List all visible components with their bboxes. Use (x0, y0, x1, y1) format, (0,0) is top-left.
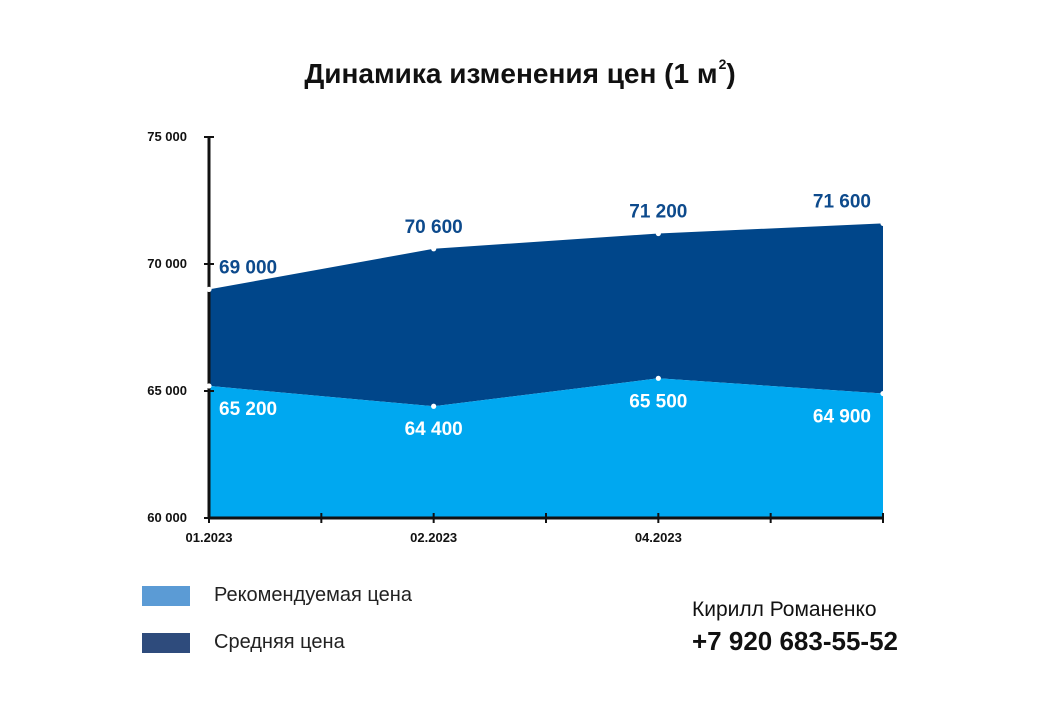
data-label-recommended: 65 500 (629, 391, 687, 412)
data-label-average: 70 600 (405, 217, 463, 238)
data-label-average: 71 200 (629, 202, 687, 223)
y-tick-label: 60 000 (147, 510, 187, 525)
legend-swatch-recommended (142, 585, 190, 606)
chart-title: Динамика изменения цен (1 м2) (0, 55, 1040, 90)
chart-areas (209, 223, 883, 518)
legend-label-recommended: Рекомендуемая цена (214, 584, 412, 606)
data-label-recommended: 64 900 (813, 407, 871, 428)
legend-item-average: Средняя цена (142, 631, 345, 654)
data-point-recommended (880, 390, 886, 397)
data-label-recommended: 65 200 (219, 399, 277, 420)
data-point-recommended (206, 383, 212, 389)
y-tick-label: 75 000 (147, 129, 187, 144)
chart-title-suffix: ) (726, 58, 736, 89)
chart-labels: 69 000 65 200 70 600 64 400 71 200 65 500 71 6… (219, 191, 871, 440)
legend-swatch-average (142, 632, 190, 653)
chart-axes: 60 000 65 000 70 000 75 000 01.2023 02.2023 04… (147, 129, 884, 545)
data-point-recommended (431, 403, 437, 409)
legend-label-average: Средняя цена (214, 631, 345, 653)
chart-title-text: Динамика изменения цен (1 м (304, 58, 718, 89)
x-tick-label: 01.2023 (186, 530, 233, 545)
data-point-recommended (655, 375, 661, 381)
data-label-average: 69 000 (219, 257, 277, 278)
data-label-average: 71 600 (813, 191, 871, 212)
chart-title-superscript: 2 (718, 55, 727, 72)
data-label-recommended: 64 400 (405, 419, 463, 440)
y-tick-label: 70 000 (147, 256, 187, 271)
contact-block: Кирилл Романенко +7 920 683-55-52 (692, 598, 898, 657)
area-series-recommended (209, 378, 883, 518)
area-series-average (209, 223, 883, 407)
y-tick-label: 65 000 (147, 383, 187, 398)
legend-item-recommended: Рекомендуемая цена (142, 584, 412, 607)
data-point-average (880, 220, 886, 226)
chart-points (206, 220, 886, 409)
contact-name: Кирилл Романенко (692, 598, 877, 621)
data-point-average (206, 286, 212, 292)
contact-phone: +7 920 683-55-52 (692, 626, 899, 656)
x-tick-label: 04.2023 (635, 530, 682, 545)
data-point-average (655, 230, 661, 237)
x-tick-label: 02.2023 (410, 530, 457, 545)
data-point-average (431, 246, 437, 252)
